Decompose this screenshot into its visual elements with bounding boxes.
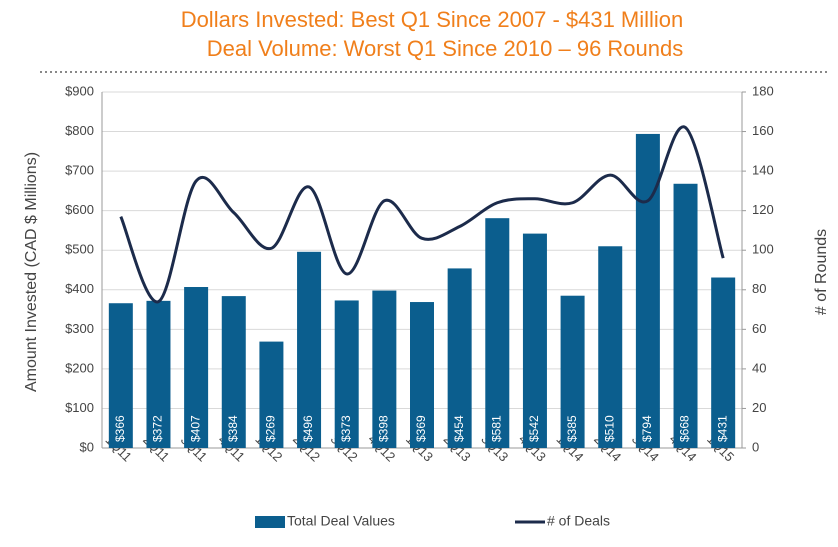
legend-label: Total Deal Values xyxy=(287,513,395,529)
y-tick-label: $0 xyxy=(80,439,94,454)
data-label: $398 xyxy=(377,415,391,442)
data-label: $407 xyxy=(188,415,202,442)
bar xyxy=(522,233,547,448)
bar xyxy=(221,296,246,448)
data-label: $369 xyxy=(414,415,428,442)
bar xyxy=(635,133,660,448)
y-tick-label: $600 xyxy=(65,202,94,217)
bar xyxy=(673,183,698,448)
data-label: $366 xyxy=(113,415,127,442)
y2-tick-label: 80 xyxy=(752,281,766,296)
y2-tick-label: 0 xyxy=(752,439,759,454)
bar xyxy=(447,268,472,448)
data-label: $372 xyxy=(151,415,165,442)
y2-tick-label: 160 xyxy=(752,123,774,138)
y-tick-label: $100 xyxy=(65,400,94,415)
y2-tick-label: 60 xyxy=(752,321,766,336)
legend-label: # of Deals xyxy=(547,513,610,529)
data-label: $510 xyxy=(602,415,616,442)
bar xyxy=(711,277,736,448)
data-label: $581 xyxy=(489,415,503,442)
bar xyxy=(334,300,359,448)
y2-tick-label: 140 xyxy=(752,163,774,178)
data-label: $454 xyxy=(452,415,466,442)
bar xyxy=(297,251,322,448)
y-tick-label: $700 xyxy=(65,163,94,178)
bar xyxy=(184,287,209,448)
bar xyxy=(108,303,133,448)
y-tick-label: $300 xyxy=(65,321,94,336)
y-tick-label: $400 xyxy=(65,281,94,296)
data-label: $496 xyxy=(301,415,315,442)
line xyxy=(119,125,725,304)
data-label: $384 xyxy=(226,415,240,442)
y2-axis-title: # of Rounds xyxy=(813,229,830,315)
y2-tick-label: 40 xyxy=(752,360,766,375)
y-axis-title: Amount Invested (CAD $ Millions) xyxy=(23,152,40,392)
y2-tick-label: 20 xyxy=(752,400,766,415)
data-label: $431 xyxy=(715,415,729,442)
bar xyxy=(259,341,284,448)
y2-tick-label: 180 xyxy=(752,83,774,98)
data-label: $373 xyxy=(339,415,353,442)
y2-tick-label: 120 xyxy=(752,202,774,217)
chart-title: Dollars Invested: Best Q1 Since 2007 - $… xyxy=(181,7,684,32)
bar xyxy=(372,290,397,448)
bar xyxy=(598,246,623,448)
bar xyxy=(485,218,510,448)
data-label: $385 xyxy=(565,415,579,442)
data-label: $794 xyxy=(640,415,654,442)
y-tick-label: $900 xyxy=(65,83,94,98)
data-label: $668 xyxy=(678,415,692,442)
bar xyxy=(560,295,585,448)
y-tick-label: $500 xyxy=(65,242,94,257)
bar xyxy=(410,302,434,448)
data-label: $269 xyxy=(264,415,278,442)
y2-tick-label: 100 xyxy=(752,242,774,257)
y-tick-label: $200 xyxy=(65,360,94,375)
y-tick-label: $800 xyxy=(65,123,94,138)
legend-swatch xyxy=(255,516,285,528)
bar xyxy=(146,300,171,448)
chart-title: Deal Volume: Worst Q1 Since 2010 – 96 Ro… xyxy=(207,36,684,61)
data-label: $542 xyxy=(527,415,541,442)
